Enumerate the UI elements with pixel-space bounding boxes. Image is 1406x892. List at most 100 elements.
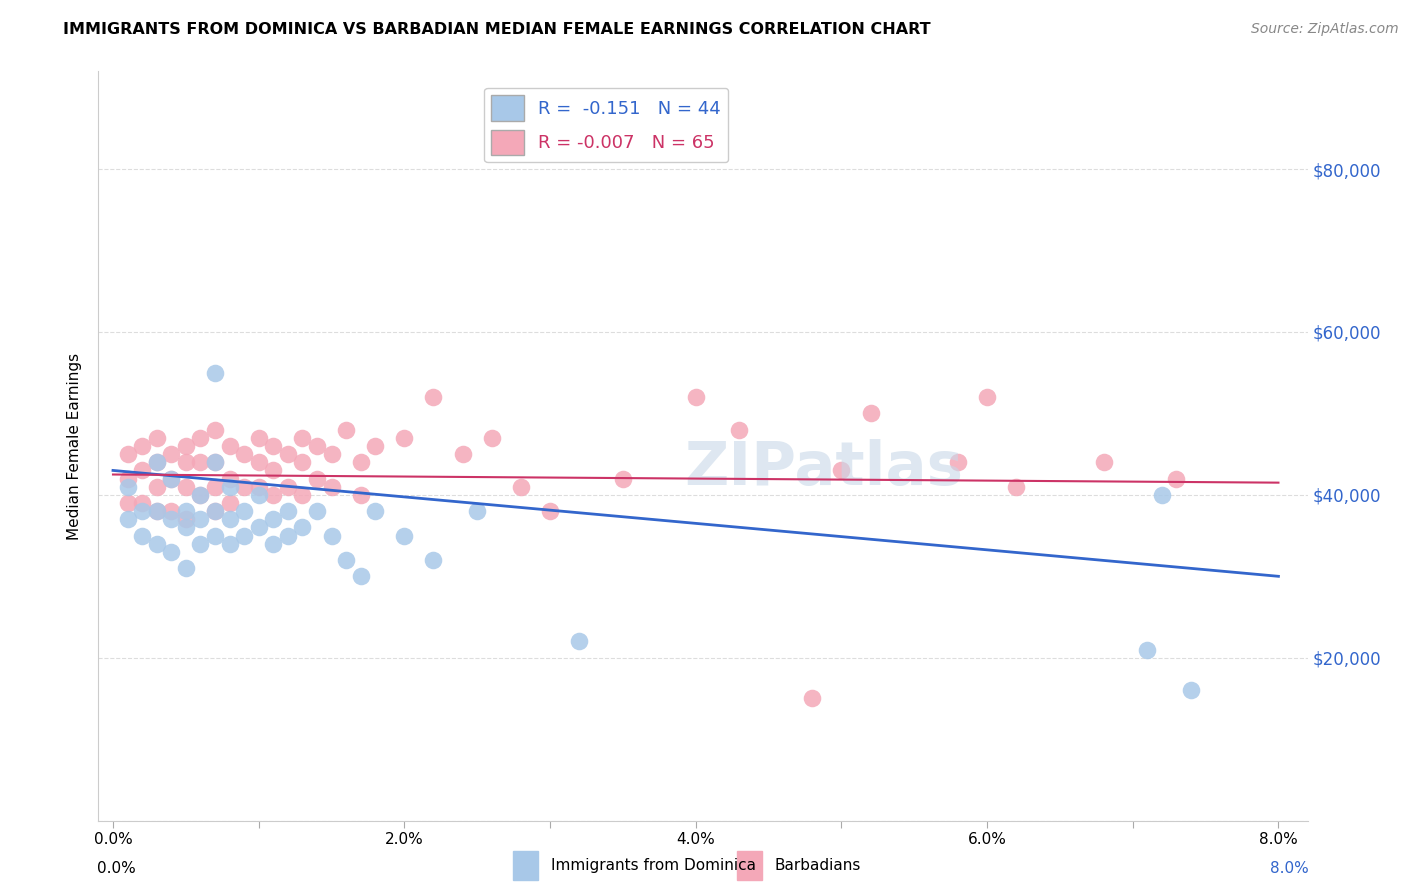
Point: [859, 406, 882, 420]
Point: [946, 455, 969, 469]
Point: [350, 455, 373, 469]
Point: [145, 431, 167, 445]
Point: [160, 472, 183, 486]
Point: [218, 439, 240, 453]
Point: [190, 431, 212, 445]
Point: [174, 520, 197, 534]
Point: [233, 447, 256, 461]
Point: [247, 488, 270, 502]
Point: [190, 488, 212, 502]
Point: [117, 512, 139, 526]
Point: [262, 512, 284, 526]
Point: [117, 472, 139, 486]
Point: [247, 455, 270, 469]
Point: [145, 455, 167, 469]
Point: [1136, 642, 1159, 657]
Point: [277, 447, 299, 461]
Point: [247, 480, 270, 494]
Point: [335, 423, 357, 437]
Point: [247, 431, 270, 445]
Point: [801, 691, 824, 706]
Point: [305, 504, 328, 518]
Point: [218, 480, 240, 494]
Point: [218, 537, 240, 551]
Point: [451, 447, 474, 461]
Text: ZIPatlas: ZIPatlas: [685, 439, 963, 498]
Point: [190, 455, 212, 469]
Point: [568, 634, 591, 648]
Point: [262, 488, 284, 502]
Point: [830, 463, 852, 477]
Point: [218, 472, 240, 486]
Point: [204, 504, 226, 518]
Point: [612, 472, 634, 486]
Point: [291, 431, 314, 445]
Point: [204, 455, 226, 469]
Point: [277, 480, 299, 494]
Point: [305, 439, 328, 453]
Point: [1166, 472, 1188, 486]
Point: [291, 520, 314, 534]
Point: [1150, 488, 1173, 502]
Point: [364, 504, 387, 518]
Point: [321, 480, 343, 494]
Point: [394, 431, 416, 445]
Point: [174, 480, 197, 494]
Point: [291, 488, 314, 502]
Point: [321, 528, 343, 542]
Point: [174, 439, 197, 453]
Point: [145, 504, 167, 518]
Point: [131, 528, 153, 542]
Point: [190, 512, 212, 526]
Point: [190, 488, 212, 502]
Point: [538, 504, 561, 518]
Point: [160, 545, 183, 559]
Point: [204, 504, 226, 518]
Point: [394, 528, 416, 542]
Legend: R =  -0.151   N = 44, R = -0.007   N = 65: R = -0.151 N = 44, R = -0.007 N = 65: [484, 88, 728, 162]
Point: [350, 569, 373, 583]
Point: [277, 504, 299, 518]
Point: [174, 504, 197, 518]
Point: [728, 423, 751, 437]
Point: [291, 455, 314, 469]
Point: [145, 480, 167, 494]
Y-axis label: Median Female Earnings: Median Female Earnings: [67, 352, 83, 540]
Point: [233, 480, 256, 494]
Point: [145, 455, 167, 469]
Point: [233, 504, 256, 518]
Point: [117, 496, 139, 510]
Point: [976, 390, 998, 404]
Point: [262, 439, 284, 453]
Point: [160, 504, 183, 518]
Point: [204, 480, 226, 494]
Point: [509, 480, 531, 494]
Point: [160, 447, 183, 461]
Point: [305, 472, 328, 486]
Point: [117, 480, 139, 494]
Point: [131, 504, 153, 518]
Point: [465, 504, 488, 518]
Point: [277, 528, 299, 542]
Point: [131, 496, 153, 510]
Point: [685, 390, 707, 404]
Text: 8.0%: 8.0%: [1270, 861, 1309, 876]
Point: [350, 488, 373, 502]
Point: [160, 512, 183, 526]
Point: [190, 537, 212, 551]
Text: Source: ZipAtlas.com: Source: ZipAtlas.com: [1251, 22, 1399, 37]
Text: 0.0%: 0.0%: [97, 861, 136, 876]
Point: [233, 528, 256, 542]
Point: [247, 520, 270, 534]
Point: [174, 455, 197, 469]
Point: [262, 463, 284, 477]
Point: [204, 455, 226, 469]
Point: [145, 504, 167, 518]
Point: [1180, 683, 1202, 698]
Bar: [737, 851, 762, 880]
Point: [364, 439, 387, 453]
Point: [422, 390, 444, 404]
Point: [1092, 455, 1115, 469]
Point: [262, 537, 284, 551]
Text: Immigrants from Dominica: Immigrants from Dominica: [551, 858, 756, 872]
